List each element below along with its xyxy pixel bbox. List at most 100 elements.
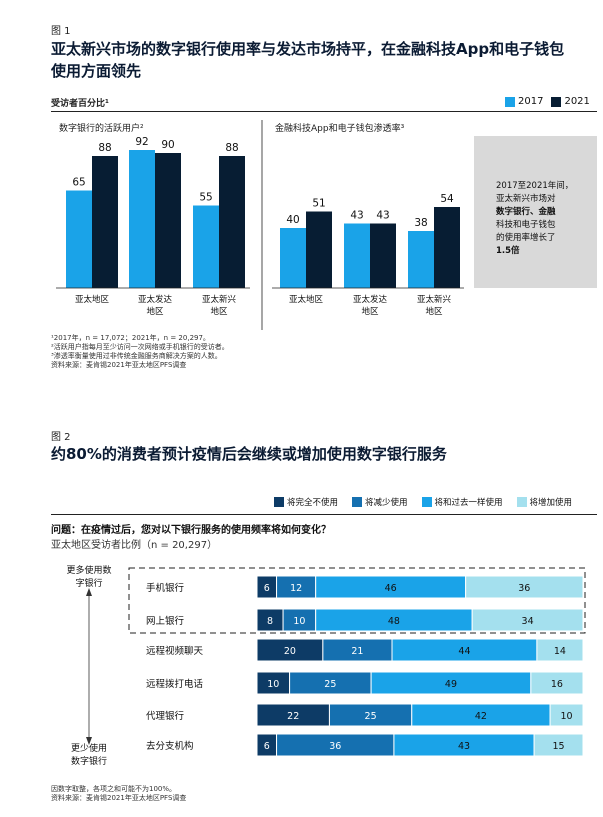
less-digital-label: 更少使用 数字银行 bbox=[54, 743, 124, 769]
fintech-penetration-bar-2-2021 bbox=[434, 207, 460, 288]
active-users-bar-2-2021 bbox=[219, 156, 245, 288]
legend-swatch-less bbox=[352, 497, 363, 507]
segment-value-label: 36 bbox=[518, 583, 530, 594]
segment-value-label: 6 bbox=[264, 741, 270, 752]
active-users-value-label: 90 bbox=[161, 139, 174, 151]
row-label: 远程拨打电话 bbox=[146, 678, 204, 690]
segment-2-3 bbox=[536, 638, 584, 662]
fintech-penetration-category-label: 地区 bbox=[425, 306, 443, 317]
row-label: 去分支机构 bbox=[146, 740, 194, 752]
legend-label-none: 将完全不使用 bbox=[287, 498, 339, 508]
segment-value-label: 46 bbox=[385, 583, 397, 594]
less-digital-label-line1: 更少使用 bbox=[70, 744, 107, 754]
fintech-penetration-value-label: 40 bbox=[286, 214, 299, 226]
segment-value-label: 12 bbox=[290, 583, 302, 594]
figure2-source: 资料来源：麦肯锡2021年亚太地区PFS调查 bbox=[51, 794, 187, 802]
fintech-penetration-bar-0-2017 bbox=[280, 228, 306, 288]
segment-value-label: 6 bbox=[264, 583, 270, 594]
figure1-title-line1: 亚太新兴市场的数字银行使用率与发达市场持平，在金融科技App和电子钱包 bbox=[51, 40, 565, 58]
fintech-penetration-bar-1-2021 bbox=[370, 223, 396, 288]
segment-value-label: 34 bbox=[522, 616, 534, 627]
callout-line1: 2017至2021年间， bbox=[496, 181, 574, 191]
segment-value-label: 20 bbox=[284, 646, 296, 657]
segment-value-label: 14 bbox=[554, 646, 566, 657]
segment-value-label: 21 bbox=[351, 646, 363, 657]
callout-line5: 的使用率增长了 bbox=[496, 233, 556, 243]
fintech-penetration-category-label: 亚太新兴 bbox=[417, 294, 452, 305]
segment-3-3 bbox=[530, 671, 584, 695]
fintech-penetration-category-label: 亚太地区 bbox=[289, 294, 324, 305]
active-users-bar-2-2017 bbox=[193, 205, 219, 288]
figure1-source: 资料来源：麦肯锡2021年亚太地区PFS调查 bbox=[51, 361, 187, 369]
figure1-top-rule bbox=[51, 111, 597, 112]
segment-1-3 bbox=[471, 608, 584, 632]
segment-value-label: 25 bbox=[365, 711, 377, 722]
figure2-subquestion: 亚太地区受访者比例（n = 20,297） bbox=[51, 540, 218, 551]
callout-line3: 数字银行、金融 bbox=[496, 207, 556, 217]
segment-value-label: 10 bbox=[560, 711, 572, 722]
active-users-bar-1-2017 bbox=[129, 150, 155, 288]
figure1-footnotes: ¹2017年，n = 17,072；2021年，n = 20,297。 ²活跃用… bbox=[51, 334, 591, 370]
figure2-title: 约80%的消费者预计疫情后会继续或增加使用数字银行服务 bbox=[51, 445, 447, 463]
fintech-penetration-bar-1-2017 bbox=[344, 223, 370, 288]
segment-5-3 bbox=[533, 733, 584, 757]
active-users-value-label: 92 bbox=[135, 136, 148, 148]
figure1-footnote2: ²活跃用户指每月至少访问一次网络或手机银行的受访者。 bbox=[51, 343, 229, 351]
stacked-bar-group: 手机银行 6 12 46 36 网上银行 8 10 48 34 远程视频聊天 20 21 44 14 远程拨打… bbox=[146, 575, 584, 757]
fintech-penetration-category-label: 亚太发达 bbox=[353, 294, 388, 305]
active-users-bar-0-2021 bbox=[92, 156, 118, 288]
callout-line4: 科技和电子钱包 bbox=[496, 220, 556, 230]
active-users-value-label: 88 bbox=[98, 142, 111, 154]
fintech-penetration-value-label: 43 bbox=[376, 210, 389, 222]
legend-swatch-2021 bbox=[551, 96, 562, 107]
legend-label-2017: 2017 bbox=[518, 96, 544, 107]
active-users-bar-1-2021 bbox=[155, 153, 181, 288]
legend-swatch-none bbox=[274, 497, 284, 507]
segment-value-label: 22 bbox=[287, 711, 299, 722]
active-users-value-label: 88 bbox=[225, 142, 238, 154]
legend-swatch-same bbox=[421, 497, 432, 507]
fintech-penetration-bar-2-2017 bbox=[408, 231, 434, 288]
fintech-penetration-value-label: 38 bbox=[414, 217, 427, 229]
row-label: 代理银行 bbox=[146, 710, 185, 722]
figure2-top-rule bbox=[51, 514, 597, 515]
fintech-penetration-value-label: 51 bbox=[312, 198, 325, 210]
less-digital-label-line2: 数字银行 bbox=[70, 757, 107, 767]
figure1-legend: 2017 2021 bbox=[505, 96, 590, 107]
fintech-penetration-bar-0-2021 bbox=[306, 211, 332, 288]
figure2-label: 图 2 bbox=[51, 432, 71, 443]
legend-swatch-2017 bbox=[505, 96, 515, 107]
figure1-title-line2: 使用方面领先 bbox=[51, 62, 142, 80]
fintech-penetration-value-label: 54 bbox=[440, 193, 454, 205]
active-users-category-label: 亚太发达 bbox=[138, 294, 173, 305]
active-users-value-label: 65 bbox=[72, 177, 85, 189]
legend-label-same: 将和过去一样使用 bbox=[434, 498, 503, 508]
fintech-penetration-value-label: 43 bbox=[350, 210, 363, 222]
callout-line2: 亚太新兴市场对 bbox=[496, 194, 556, 204]
respondent-label: 受访者百分比¹ bbox=[51, 99, 109, 109]
row-label: 远程视频聊天 bbox=[146, 645, 204, 657]
segment-value-label: 10 bbox=[267, 679, 279, 690]
legend-label-less: 将减少使用 bbox=[365, 498, 408, 508]
active-users-category-label: 亚太新兴 bbox=[202, 294, 237, 305]
panel-left-title: 数字银行的活跃用户² bbox=[59, 124, 144, 134]
active-users-category-label: 地区 bbox=[146, 306, 164, 317]
segment-value-label: 15 bbox=[553, 741, 565, 752]
segment-value-label: 10 bbox=[293, 616, 305, 627]
fintech-penetration-category-label: 地区 bbox=[361, 306, 379, 317]
figure2-footnotes: 因数字取整，各项之和可能不为100%。 资料来源：麦肯锡2021年亚太地区PFS… bbox=[51, 785, 591, 803]
figure2-chart-svg: 手机银行 6 12 46 36 网上银行 8 10 48 34 远程视频聊天 20 21 44 14 远程拨打… bbox=[86, 567, 586, 757]
active-users-value-label: 55 bbox=[199, 192, 212, 204]
figure1-footnote1: ¹2017年，n = 17,072；2021年，n = 20,297。 bbox=[51, 334, 210, 342]
figure1-title: 亚太新兴市场的数字银行使用率与发达市场持平，在金融科技App和电子钱包 使用方面… bbox=[51, 38, 596, 82]
figure1-label: 图 1 bbox=[51, 26, 71, 37]
segment-value-label: 49 bbox=[445, 679, 457, 690]
figure2-question: 问题：在疫情过后，您对以下银行服务的使用频率将如何变化？ bbox=[51, 525, 331, 536]
more-digital-label: 更多使用数 字银行 bbox=[54, 565, 124, 591]
row-label: 网上银行 bbox=[146, 615, 185, 627]
segment-value-label: 43 bbox=[458, 741, 470, 752]
segment-value-label: 48 bbox=[388, 616, 400, 627]
